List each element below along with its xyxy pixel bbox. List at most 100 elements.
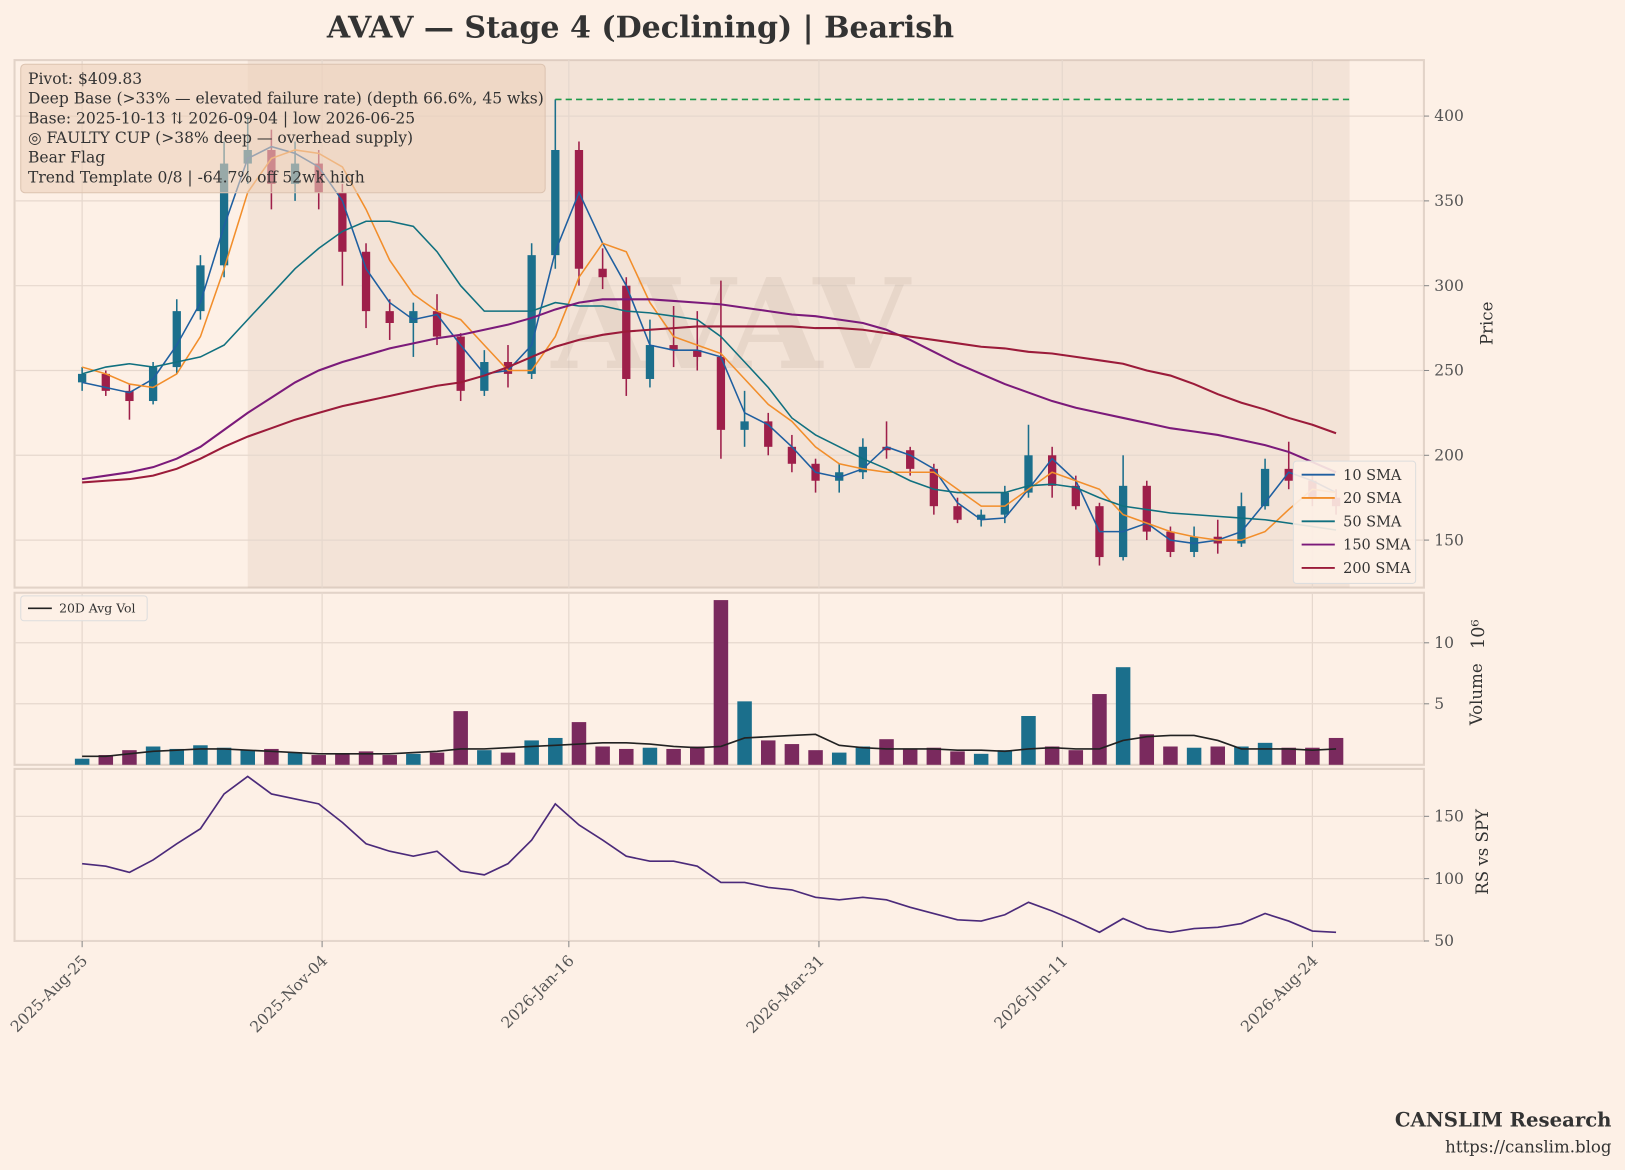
footer-brand: CANSLIM Research [1395, 1108, 1612, 1131]
legend-label: 20D Avg Vol [59, 600, 135, 615]
candle-body [527, 255, 536, 374]
legend-label: 10 SMA [1343, 468, 1402, 484]
volume-bar [169, 748, 185, 765]
candle-body [835, 472, 844, 481]
candle-body [764, 421, 773, 447]
footer-url: https://canslim.blog [1445, 1137, 1612, 1156]
candle-body [716, 356, 726, 430]
volume-bar [193, 745, 208, 765]
volume-bar [287, 752, 303, 765]
y-tick-label: 150 [1434, 807, 1464, 825]
candle-body [882, 446, 891, 451]
volume-bar [690, 746, 705, 765]
volume-bar [477, 750, 492, 765]
volume-bar [1328, 737, 1344, 765]
volume-bar [1305, 747, 1320, 765]
candle-body [669, 345, 678, 351]
y-tick-label: 5 [1434, 695, 1444, 713]
candle-body [125, 390, 134, 402]
volume-bar [1163, 746, 1178, 765]
volume-bar [1092, 694, 1107, 765]
legend-label: 20 SMA [1343, 491, 1402, 507]
volume-bar [666, 748, 681, 765]
watermark: AVAV [551, 252, 913, 398]
volume-bar [619, 748, 634, 765]
candle-body [906, 450, 915, 469]
y-tick-label: 250 [1434, 362, 1464, 380]
volume-bar [1210, 746, 1226, 765]
volume-bar [1044, 746, 1060, 765]
info-line: ◎ FAULTY CUP (>38% deep — overhead suppl… [28, 129, 413, 147]
candle-body [1142, 485, 1151, 532]
info-line: Pivot: $409.83 [28, 70, 142, 88]
info-box [20, 63, 546, 194]
y-tick-label: 100 [1434, 870, 1464, 888]
candle-body [361, 251, 371, 312]
candle-body [101, 373, 110, 391]
candle-body [598, 268, 607, 278]
y-axis-label: Volume [1467, 663, 1486, 726]
chart-title: AVAV — Stage 4 (Declining) | Bearish [326, 10, 954, 45]
candle-body [1166, 531, 1175, 552]
volume-bar [548, 737, 563, 765]
volume-bar [216, 747, 232, 765]
candle-body [172, 311, 181, 368]
volume-bar [713, 600, 729, 765]
volume-bar [1021, 715, 1036, 765]
candle-body [929, 468, 938, 507]
volume-bar [784, 744, 800, 765]
volume-bar [74, 758, 90, 765]
volume-bar [1068, 750, 1084, 765]
volume-bar [1186, 747, 1202, 765]
avg-volume-line [82, 733, 1337, 758]
candle-body [1189, 536, 1199, 552]
y-tick-label: 150 [1434, 531, 1464, 549]
volume-bar [358, 751, 374, 765]
volume-bar [595, 746, 610, 765]
candle-body [574, 149, 584, 269]
candle-body [1237, 506, 1246, 544]
volume-bar [335, 753, 350, 765]
volume-bar [240, 750, 255, 765]
volume-bar [406, 753, 421, 765]
volume-bar [453, 711, 468, 765]
legend-box [20, 595, 148, 622]
panel [13, 59, 1425, 589]
candle-body [977, 514, 986, 520]
volume-bar [524, 740, 539, 765]
volume-bar [98, 755, 114, 765]
y-axis-label: RS vs SPY [1473, 808, 1492, 895]
volume-bar [1257, 742, 1273, 765]
volume-bar [950, 751, 965, 765]
volume-bar [382, 755, 397, 765]
volume-bar [808, 750, 823, 765]
volume-bar [997, 750, 1013, 765]
volume-bar [926, 747, 942, 765]
candle-body [77, 373, 87, 383]
volume-bar [122, 750, 137, 765]
y-tick-label: 50 [1434, 932, 1454, 950]
volume-bar [264, 748, 279, 765]
sma-line [81, 298, 1337, 481]
candle-body [1000, 492, 1009, 515]
y-tick-label: 10 [1434, 634, 1454, 652]
volume-bar [855, 746, 871, 765]
candle-body [693, 350, 702, 357]
candle-body [1260, 468, 1270, 507]
volume-bar [145, 746, 161, 765]
y-tick-label: 200 [1434, 446, 1464, 464]
volume-bar [642, 747, 658, 765]
candle-body [338, 192, 347, 252]
legend-label: 200 SMA [1343, 561, 1411, 577]
candle-body [858, 446, 868, 473]
candle-body [740, 421, 749, 430]
sma-line [82, 325, 1337, 484]
volume-bar [879, 739, 894, 765]
y-tick-label: 350 [1434, 192, 1464, 210]
candle-body [645, 345, 655, 379]
y-scale-label: 10⁶ [1469, 619, 1489, 648]
candle-body [148, 367, 158, 402]
candle-body [1047, 455, 1057, 486]
volume-bar [1139, 734, 1155, 765]
